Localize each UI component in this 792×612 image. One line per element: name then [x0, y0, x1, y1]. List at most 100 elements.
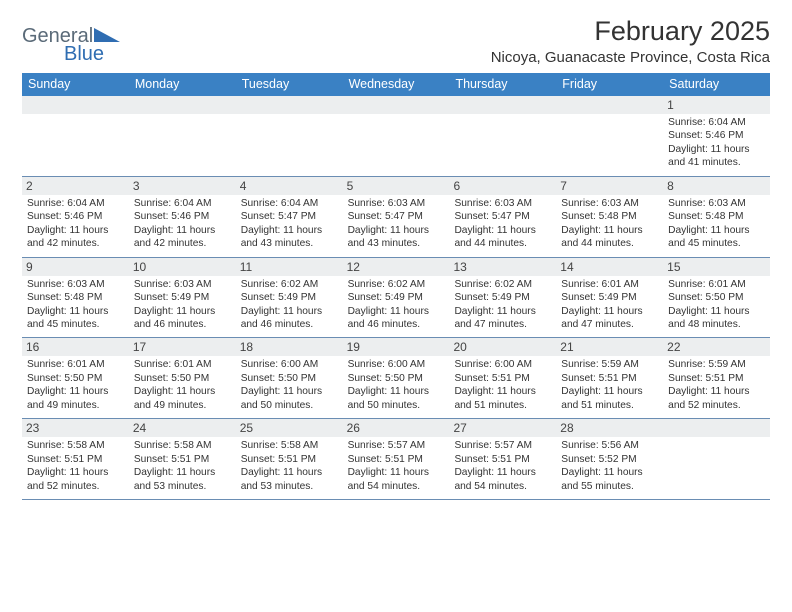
sunset-text: Sunset: 5:51 PM — [348, 453, 445, 466]
location: Nicoya, Guanacaste Province, Costa Rica — [491, 49, 770, 66]
sunset-text: Sunset: 5:49 PM — [348, 291, 445, 304]
day-details — [22, 114, 129, 176]
detail-row: Sunrise: 5:58 AMSunset: 5:51 PMDaylight:… — [22, 437, 770, 499]
sunset-text: Sunset: 5:47 PM — [454, 210, 551, 223]
sunrise-text: Sunrise: 6:01 AM — [27, 358, 124, 371]
day-details: Sunrise: 5:58 AMSunset: 5:51 PMDaylight:… — [236, 437, 343, 499]
daylight-text: Daylight: 11 hours and 43 minutes. — [241, 224, 338, 251]
sunrise-text: Sunrise: 5:58 AM — [27, 439, 124, 452]
day-number: 10 — [129, 258, 236, 276]
day-header-row: Sunday Monday Tuesday Wednesday Thursday… — [22, 73, 770, 96]
day-number — [663, 419, 770, 437]
daylight-text: Daylight: 11 hours and 43 minutes. — [348, 224, 445, 251]
day-details — [129, 114, 236, 176]
sunrise-text: Sunrise: 6:00 AM — [348, 358, 445, 371]
day-details: Sunrise: 6:03 AMSunset: 5:48 PMDaylight:… — [22, 276, 129, 338]
day-details — [449, 114, 556, 176]
detail-row: Sunrise: 6:03 AMSunset: 5:48 PMDaylight:… — [22, 276, 770, 338]
week-row: 16171819202122Sunrise: 6:01 AMSunset: 5:… — [22, 338, 770, 419]
daylight-text: Daylight: 11 hours and 53 minutes. — [134, 466, 231, 493]
sunset-text: Sunset: 5:46 PM — [134, 210, 231, 223]
daylight-text: Daylight: 11 hours and 42 minutes. — [134, 224, 231, 251]
day-number: 6 — [449, 177, 556, 195]
day-number — [556, 96, 663, 114]
sunrise-text: Sunrise: 6:03 AM — [27, 278, 124, 291]
daylight-text: Daylight: 11 hours and 53 minutes. — [241, 466, 338, 493]
daylight-text: Daylight: 11 hours and 46 minutes. — [348, 305, 445, 332]
sunset-text: Sunset: 5:49 PM — [134, 291, 231, 304]
daylight-text: Daylight: 11 hours and 48 minutes. — [668, 305, 765, 332]
day-details — [556, 114, 663, 176]
sunrise-text: Sunrise: 6:03 AM — [454, 197, 551, 210]
daylight-text: Daylight: 11 hours and 51 minutes. — [561, 385, 658, 412]
detail-row: Sunrise: 6:01 AMSunset: 5:50 PMDaylight:… — [22, 356, 770, 418]
day-number — [236, 96, 343, 114]
day-number: 7 — [556, 177, 663, 195]
sunset-text: Sunset: 5:46 PM — [27, 210, 124, 223]
day-number: 28 — [556, 419, 663, 437]
day-details — [663, 437, 770, 499]
sunset-text: Sunset: 5:48 PM — [561, 210, 658, 223]
day-header-wednesday: Wednesday — [343, 73, 450, 96]
day-number: 4 — [236, 177, 343, 195]
daylight-text: Daylight: 11 hours and 50 minutes. — [348, 385, 445, 412]
day-number-row: 2345678 — [22, 177, 770, 195]
day-number: 1 — [663, 96, 770, 114]
day-number: 14 — [556, 258, 663, 276]
day-number: 25 — [236, 419, 343, 437]
sunset-text: Sunset: 5:50 PM — [668, 291, 765, 304]
day-details: Sunrise: 6:01 AMSunset: 5:50 PMDaylight:… — [129, 356, 236, 418]
sunrise-text: Sunrise: 5:58 AM — [241, 439, 338, 452]
day-details: Sunrise: 6:02 AMSunset: 5:49 PMDaylight:… — [449, 276, 556, 338]
sunrise-text: Sunrise: 6:03 AM — [561, 197, 658, 210]
daylight-text: Daylight: 11 hours and 47 minutes. — [454, 305, 551, 332]
sunset-text: Sunset: 5:46 PM — [668, 129, 765, 142]
day-details: Sunrise: 6:03 AMSunset: 5:48 PMDaylight:… — [556, 195, 663, 257]
day-number: 13 — [449, 258, 556, 276]
day-number: 21 — [556, 338, 663, 356]
sunrise-text: Sunrise: 5:56 AM — [561, 439, 658, 452]
day-details: Sunrise: 6:04 AMSunset: 5:47 PMDaylight:… — [236, 195, 343, 257]
daylight-text: Daylight: 11 hours and 50 minutes. — [241, 385, 338, 412]
day-number: 15 — [663, 258, 770, 276]
day-details: Sunrise: 6:04 AMSunset: 5:46 PMDaylight:… — [129, 195, 236, 257]
day-number: 8 — [663, 177, 770, 195]
sunset-text: Sunset: 5:51 PM — [561, 372, 658, 385]
day-header-tuesday: Tuesday — [236, 73, 343, 96]
day-number: 24 — [129, 419, 236, 437]
day-details: Sunrise: 5:56 AMSunset: 5:52 PMDaylight:… — [556, 437, 663, 499]
logo: General Blue — [22, 22, 132, 67]
sunset-text: Sunset: 5:51 PM — [668, 372, 765, 385]
day-header-sunday: Sunday — [22, 73, 129, 96]
day-number: 17 — [129, 338, 236, 356]
day-details: Sunrise: 6:00 AMSunset: 5:51 PMDaylight:… — [449, 356, 556, 418]
day-details: Sunrise: 6:04 AMSunset: 5:46 PMDaylight:… — [663, 114, 770, 176]
sunset-text: Sunset: 5:51 PM — [454, 372, 551, 385]
day-number: 27 — [449, 419, 556, 437]
day-details: Sunrise: 5:58 AMSunset: 5:51 PMDaylight:… — [22, 437, 129, 499]
day-number: 22 — [663, 338, 770, 356]
header: General Blue February 2025 Nicoya, Guana… — [22, 16, 770, 67]
logo-svg: General Blue — [22, 22, 132, 62]
day-details: Sunrise: 6:01 AMSunset: 5:50 PMDaylight:… — [22, 356, 129, 418]
day-details — [236, 114, 343, 176]
day-number — [129, 96, 236, 114]
sunrise-text: Sunrise: 6:02 AM — [241, 278, 338, 291]
sunset-text: Sunset: 5:49 PM — [454, 291, 551, 304]
sunset-text: Sunset: 5:50 PM — [241, 372, 338, 385]
day-details: Sunrise: 6:01 AMSunset: 5:49 PMDaylight:… — [556, 276, 663, 338]
sunset-text: Sunset: 5:47 PM — [348, 210, 445, 223]
daylight-text: Daylight: 11 hours and 54 minutes. — [348, 466, 445, 493]
sunrise-text: Sunrise: 6:01 AM — [134, 358, 231, 371]
day-details: Sunrise: 5:59 AMSunset: 5:51 PMDaylight:… — [663, 356, 770, 418]
day-number: 2 — [22, 177, 129, 195]
day-header-monday: Monday — [129, 73, 236, 96]
day-details: Sunrise: 5:57 AMSunset: 5:51 PMDaylight:… — [449, 437, 556, 499]
sunrise-text: Sunrise: 6:02 AM — [348, 278, 445, 291]
sunset-text: Sunset: 5:51 PM — [241, 453, 338, 466]
calendar-page: General Blue February 2025 Nicoya, Guana… — [0, 0, 792, 516]
sunrise-text: Sunrise: 6:00 AM — [241, 358, 338, 371]
day-number: 19 — [343, 338, 450, 356]
sunset-text: Sunset: 5:48 PM — [668, 210, 765, 223]
sunset-text: Sunset: 5:51 PM — [134, 453, 231, 466]
